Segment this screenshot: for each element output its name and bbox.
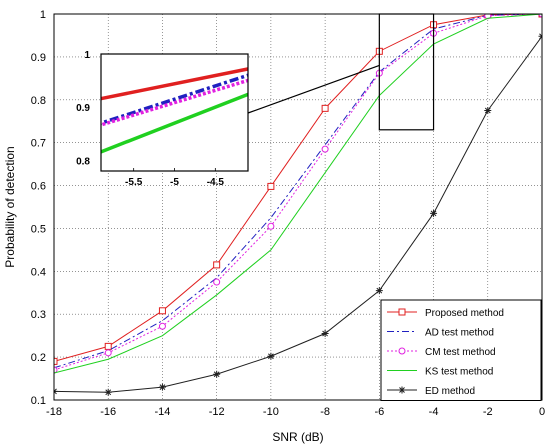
proposed-method-point: [54, 357, 58, 365]
inset-background: [101, 54, 248, 171]
ed-method-point: [375, 287, 383, 295]
inset-proposed-method-line: [101, 67, 248, 101]
ed-method-point: [484, 107, 492, 114]
proposed-method-point: [104, 342, 112, 350]
legend-label-proposed-method: Proposed method: [425, 308, 504, 319]
y-tick-label: 0.6: [31, 181, 46, 193]
y-tick-label: 0.1: [31, 395, 46, 407]
x-tick-label: -12: [209, 406, 225, 418]
y-tick-label: 0.8: [31, 95, 46, 107]
legend-marker-proposed-method: [398, 308, 406, 316]
ed-method-point: [158, 383, 166, 391]
proposed-method-point: [267, 182, 275, 190]
zoom-indicator: [247, 13, 435, 131]
legend-label-ed-method: ED method: [425, 386, 475, 397]
proposed-method-line: [54, 14, 542, 362]
legend-label-ks-test-method: KS test method: [425, 367, 493, 378]
x-tick-label: -6: [374, 406, 384, 418]
cm-test-method-point: [267, 222, 275, 230]
inset-x-tick-label: -5.5: [125, 177, 143, 188]
inset-cm-test-method-line: [101, 78, 248, 127]
cm-test-method-point: [158, 322, 166, 330]
inset-y-tick-label: 0.9: [76, 103, 90, 114]
y-tick-label: 0.5: [31, 223, 46, 235]
legend-marker-ed-method: [398, 386, 406, 394]
cm-test-method-line: [54, 14, 542, 371]
legend: Proposed method AD test method CM test met…: [380, 299, 542, 401]
legend-marker-cm-test-method: [398, 347, 406, 355]
plot-frame: [53, 13, 543, 401]
inset-series: [101, 67, 248, 154]
inset-y-tick-label: 1: [84, 50, 90, 61]
x-tick-label: -4: [429, 406, 439, 418]
zoom-connector: [247, 64, 380, 114]
y-tick-label: 0.9: [31, 52, 46, 64]
x-tick-label: -8: [320, 406, 330, 418]
ks-test-method-line: [54, 14, 542, 374]
y-tick-label: 0.3: [31, 309, 46, 321]
inset-x-tick-label: -5: [170, 177, 179, 188]
inset-y-tick-label: 0.8: [76, 156, 90, 167]
zoom-box: [378, 13, 435, 131]
proposed-method-point: [158, 307, 166, 315]
cm-test-method-point: [321, 145, 329, 153]
y-axis-label: Probability of detection: [3, 146, 17, 267]
series-group: [54, 14, 542, 396]
cm-test-method-point: [213, 278, 221, 286]
ed-method-line: [54, 36, 542, 393]
ed-method-point: [430, 209, 438, 217]
inset-plot: -5.5 -5 -4.5 0.8 0.9 1: [76, 50, 249, 188]
ed-method-point: [104, 388, 112, 396]
proposed-method-point: [321, 104, 329, 112]
x-tick-label: -16: [100, 406, 116, 418]
x-tick-label: -2: [483, 406, 493, 418]
cm-test-method-point: [104, 349, 112, 357]
inset-ks-test-method-line: [101, 92, 248, 154]
legend-box: [380, 299, 542, 401]
x-tick-labels: -18 -16 -14 -12 -10 -8 -6 -4 -2 0: [46, 406, 545, 418]
x-tick-label: -18: [46, 406, 62, 418]
y-tick-label: 1: [40, 9, 46, 21]
x-axis-label: SNR (dB): [272, 430, 323, 444]
y-tick-labels: 0.1 0.2 0.3 0.4 0.5 0.6 0.7 0.8 0.9 1: [31, 9, 46, 407]
legend-label-ad-test-method: AD test method: [425, 328, 494, 339]
ed-method-point: [321, 330, 329, 338]
inset-ad-test-method-line: [101, 73, 248, 125]
x-tick-label: -10: [263, 406, 279, 418]
inset-x-tick-label: -4.5: [207, 177, 225, 188]
proposed-method-point: [213, 261, 221, 269]
legend-label-cm-test-method: CM test method: [425, 347, 496, 358]
x-tick-label: 0: [539, 406, 545, 418]
ed-method-point: [267, 352, 275, 360]
x-tick-label: -14: [154, 406, 170, 418]
y-tick-label: 0.2: [31, 352, 46, 364]
y-tick-label: 0.7: [31, 138, 46, 150]
y-tick-label: 0.4: [31, 266, 46, 278]
ed-method-point: [213, 370, 221, 378]
cm-test-method-point: [54, 366, 58, 374]
cm-test-method-point: [538, 14, 542, 18]
